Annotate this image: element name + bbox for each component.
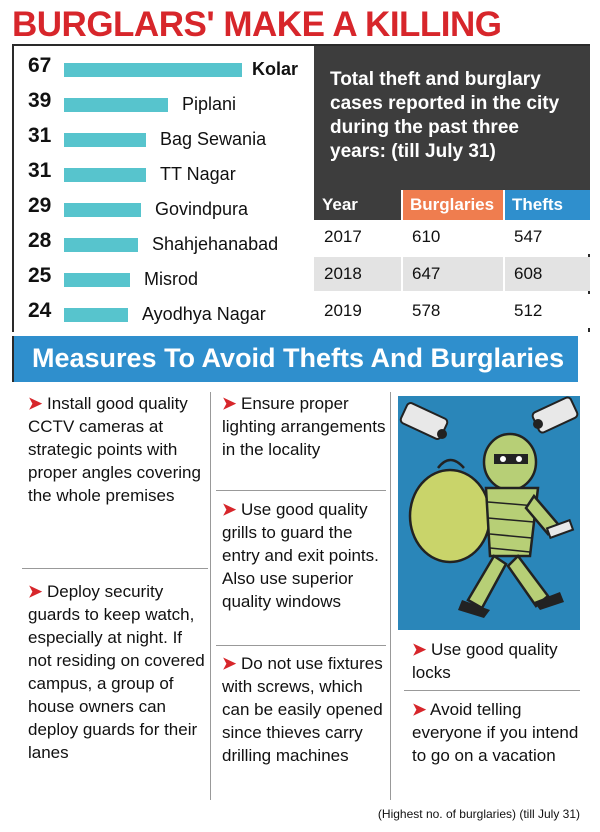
bar-label: Shahjehanabad [152, 234, 279, 254]
column-divider [210, 392, 211, 800]
tip-text: Avoid telling everyone if you intend to … [412, 700, 579, 765]
tip-grills: ➤ Use good quality grills to guard the e… [222, 498, 386, 613]
arrow-icon: ➤ [28, 394, 43, 413]
bar-row: 29 Govindpura [14, 190, 314, 224]
bar-row: 39 Piplani [14, 85, 314, 119]
bar-value: 67 [28, 54, 52, 77]
bar [64, 133, 146, 147]
bar [64, 238, 138, 252]
bar-label: Kolar [252, 59, 299, 79]
table-cell: 578 [412, 301, 441, 320]
table-cell: 2018 [324, 264, 362, 283]
bar-value: 31 [28, 124, 52, 147]
bar [64, 168, 146, 182]
measures-title: Measures To Avoid Thefts And Burglaries [32, 343, 565, 373]
bar-chart: 67 Kolar 39 Piplani 31 Bag Sewania 31 TT Nagar 2… [14, 46, 314, 332]
tip-cctv: ➤ Install good quality CCTV cameras at s… [28, 392, 208, 507]
burglar-illustration [398, 396, 580, 630]
stat-box-text: Total theft and burglary cases reported … [330, 69, 560, 162]
bar-row: 28 Shahjehanabad [14, 225, 314, 259]
table-cell: 608 [514, 264, 543, 283]
bar-label: Misrod [144, 269, 199, 289]
bar-label: Ayodhya Nagar [142, 304, 266, 324]
arrow-icon: ➤ [412, 640, 427, 659]
bar [64, 203, 141, 217]
bar-value: 24 [28, 299, 52, 322]
bar-row: 25 Misrod [14, 260, 314, 294]
stat-box: Total theft and burglary cases reported … [314, 46, 590, 190]
divider [216, 490, 386, 491]
bar-row: 31 Bag Sewania [14, 120, 314, 154]
table-header: Burglaries [402, 190, 504, 220]
bar-label: Govindpura [155, 199, 249, 219]
tip-text: Install good quality CCTV cameras at str… [28, 394, 201, 505]
divider [22, 568, 208, 569]
column-divider [390, 392, 391, 800]
tip-text: Ensure proper lighting arrangements in t… [222, 394, 386, 459]
cases-table: Year Burglaries Thefts 2017 610 547 2018 647 608… [314, 190, 590, 332]
bar-label: Piplani [182, 94, 237, 114]
tip-text: Use good quality locks [412, 640, 558, 682]
bar-label: TT Nagar [160, 164, 236, 184]
table-cell: 2019 [324, 301, 362, 320]
tip-text: Deploy security guards to keep watch, es… [28, 582, 205, 762]
tip-lighting: ➤ Ensure proper lighting arrangements in… [222, 392, 386, 461]
tip-guards: ➤ Deploy security guards to keep watch, … [28, 580, 208, 764]
table-cell: 512 [514, 301, 543, 320]
tip-text: Use good quality grills to guard the ent… [222, 500, 379, 611]
arrow-icon: ➤ [222, 500, 237, 519]
bar [64, 308, 128, 322]
table-cell: 547 [514, 227, 543, 246]
table-row: 2017 610 547 [314, 220, 590, 254]
tip-fixtures: ➤ Do not use fixtures with screws, which… [222, 652, 386, 767]
arrow-icon: ➤ [222, 394, 237, 413]
arrow-icon: ➤ [222, 654, 237, 673]
footer-note: (Highest no. of burglaries) (till July 3… [377, 807, 580, 821]
table-cell: 647 [412, 264, 441, 283]
column-separator [503, 190, 505, 332]
arrow-icon: ➤ [28, 582, 43, 601]
table-cell: 610 [412, 227, 441, 246]
bar [64, 273, 130, 287]
bar-row: 67 Kolar [14, 50, 314, 84]
bar-row: 31 TT Nagar [14, 155, 314, 189]
bar-value: 28 [28, 229, 52, 252]
tip-vacation: ➤ Avoid telling everyone if you intend t… [412, 698, 580, 767]
stats-panel: 67 Kolar 39 Piplani 31 Bag Sewania 31 TT Nagar 2… [12, 44, 590, 332]
divider [404, 690, 580, 691]
bar-value: 39 [28, 89, 52, 112]
bar [64, 98, 168, 112]
table-header: Thefts [504, 190, 590, 220]
tip-text: Do not use fixtures with screws, which c… [222, 654, 383, 765]
bar [64, 63, 242, 77]
table-header: Year [314, 190, 402, 220]
headline: BURGLARS' MAKE A KILLING [12, 5, 502, 44]
bar-label: Bag Sewania [160, 129, 267, 149]
bar-value: 31 [28, 159, 52, 182]
table-row: 2018 647 608 [314, 257, 590, 291]
table-row: 2019 578 512 [314, 294, 590, 328]
divider [216, 645, 386, 646]
arrow-icon: ➤ [412, 700, 427, 719]
bar-value: 25 [28, 264, 52, 287]
measures-banner: Measures To Avoid Thefts And Burglaries [12, 336, 578, 382]
column-separator [401, 190, 403, 332]
bar-row: 24 Ayodhya Nagar [14, 295, 314, 329]
bar-value: 29 [28, 194, 52, 217]
table-cell: 2017 [324, 227, 362, 246]
tip-locks: ➤ Use good quality locks [412, 638, 580, 684]
